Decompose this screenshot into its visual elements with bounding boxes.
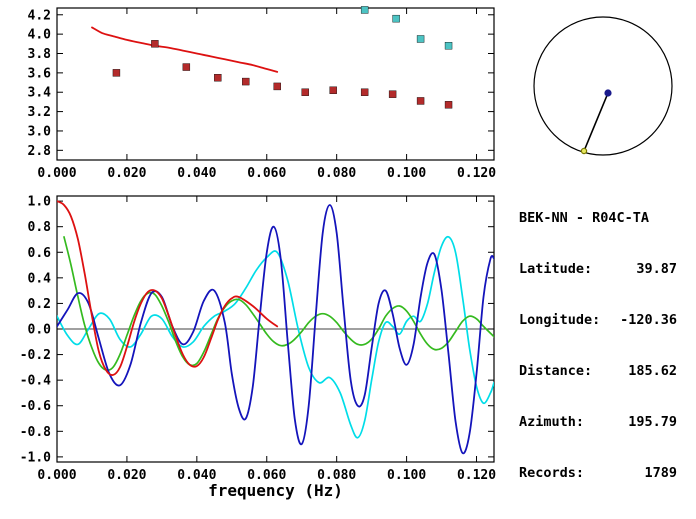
station-field-distance: Distance: 185.62 (519, 363, 677, 380)
dispersion-ytick-label: 3.0 (28, 124, 52, 139)
accepted-measurements-marker (444, 101, 453, 109)
distance-value: 185.62 (628, 363, 677, 379)
correlation-xtick-label: 0.120 (457, 468, 496, 483)
dispersion-xtick-label: 0.060 (247, 166, 286, 181)
station-field-latitude: Latitude: 39.87 (519, 261, 677, 278)
correlation-xtick-label: 0.080 (317, 468, 356, 483)
azimuth-map (533, 16, 673, 156)
dispersion-xtick-label: 0.040 (177, 166, 216, 181)
correlation-ytick-label: 0.0 (28, 323, 52, 338)
series-accepted-measurements (112, 40, 453, 109)
accepted-measurements-marker (388, 90, 397, 98)
series-trace-red (57, 200, 279, 376)
correlation-ytick-label: 1.0 (28, 195, 52, 210)
series-reference-dispersion-curve (91, 26, 279, 73)
accepted-measurements-marker (214, 74, 222, 82)
correlation-ytick-label: -0.6 (20, 399, 51, 414)
flagged-measurements-marker (416, 35, 425, 43)
series-trace-cyan (57, 235, 494, 439)
dispersion-xtick-label: 0.020 (107, 166, 146, 181)
dispersion-xtick-label: 0.080 (317, 166, 356, 181)
correlation-ytick-label: 0.8 (28, 220, 52, 235)
dispersion-ytick-label: 3.8 (28, 47, 52, 62)
dispersion-ytick-label: 3.2 (28, 105, 51, 120)
distance-label: Distance: (519, 363, 593, 379)
correlation-axes: 0.000 0.020 0.040 0.060 0.080 0.100 0.120 1.0 0.… (20, 195, 497, 483)
station-info: BEK-NN - R04C-TA Latitude: 39.87 Longitu… (519, 176, 677, 516)
azimuth-value: 195.79 (628, 414, 677, 430)
flagged-measurements-marker (360, 6, 369, 14)
station-path-line (583, 92, 609, 152)
correlation-ytick-label: -0.4 (20, 374, 51, 389)
accepted-measurements-marker (360, 88, 369, 96)
station-pair-title: BEK-NN - R04C-TA (519, 210, 650, 226)
records-value: 1789 (644, 465, 677, 481)
station-dot (604, 89, 612, 97)
correlation-xtick-label: 0.040 (177, 468, 216, 483)
flagged-measurements-marker (444, 42, 453, 50)
azimuth-label: Azimuth: (519, 414, 585, 430)
correlation-ytick-label: 0.6 (28, 246, 52, 261)
series-trace-green (63, 236, 494, 372)
correlation-ytick-label: -0.8 (20, 425, 51, 440)
correlation-ytick-label: 0.4 (28, 271, 52, 286)
dispersion-ytick-label: 3.4 (28, 86, 52, 101)
latitude-value: 39.87 (636, 261, 677, 277)
event-marker (580, 147, 588, 155)
series-flagged-measurements (360, 6, 453, 50)
correlation-ytick-label: 0.2 (28, 297, 51, 312)
accepted-measurements-marker (151, 40, 159, 48)
records-label: Records: (519, 465, 585, 481)
correlation-xtick-label: 0.060 (247, 468, 286, 483)
flagged-measurements-marker (392, 14, 400, 23)
correlation-chart: 0.000 0.020 0.040 0.060 0.080 0.100 0.120 1.0 0.… (20, 195, 497, 483)
latitude-label: Latitude: (519, 261, 593, 277)
great-circle-outline (533, 16, 673, 156)
station-field-records: Records: 1789 (519, 465, 677, 482)
correlation-xtick-label: 0.100 (387, 468, 426, 483)
dispersion-ytick-label: 3.6 (28, 66, 52, 81)
correlation-xtick-label: 0.020 (107, 468, 146, 483)
accepted-measurements-marker (112, 69, 121, 77)
dispersion-axes: 0.000 0.020 0.040 0.060 0.080 0.100 0.120 4.2 4.… (28, 7, 496, 181)
correlation-xtick-label: 0.000 (37, 468, 76, 483)
accepted-measurements-marker (301, 88, 309, 96)
correlation-ytick-label: -1.0 (20, 450, 51, 465)
longitude-label: Longitude: (519, 312, 601, 328)
correlation-ytick-label: -0.2 (20, 348, 51, 363)
dispersion-xtick-label: 0.120 (457, 166, 496, 181)
x-axis-label: frequency (Hz) (208, 481, 343, 500)
station-field-longitude: Longitude: -120.36 (519, 312, 677, 329)
accepted-measurements-marker (329, 86, 337, 94)
accepted-measurements-marker (182, 63, 191, 71)
station-field-azimuth: Azimuth: 195.79 (519, 414, 677, 431)
accepted-measurements-marker (416, 97, 425, 105)
longitude-value: -120.36 (620, 312, 677, 328)
dispersion-ytick-label: 2.8 (28, 144, 52, 159)
accepted-measurements-marker (242, 77, 250, 86)
dispersion-xtick-label: 0.100 (387, 166, 426, 181)
dispersion-xtick-label: 0.000 (37, 166, 76, 181)
dispersion-ytick-label: 4.0 (28, 28, 52, 43)
dispersion-chart: 0.000 0.020 0.040 0.060 0.080 0.100 0.120 4.2 4.… (28, 6, 496, 181)
accepted-measurements-marker (273, 82, 281, 91)
dispersion-ytick-label: 4.2 (28, 8, 51, 23)
